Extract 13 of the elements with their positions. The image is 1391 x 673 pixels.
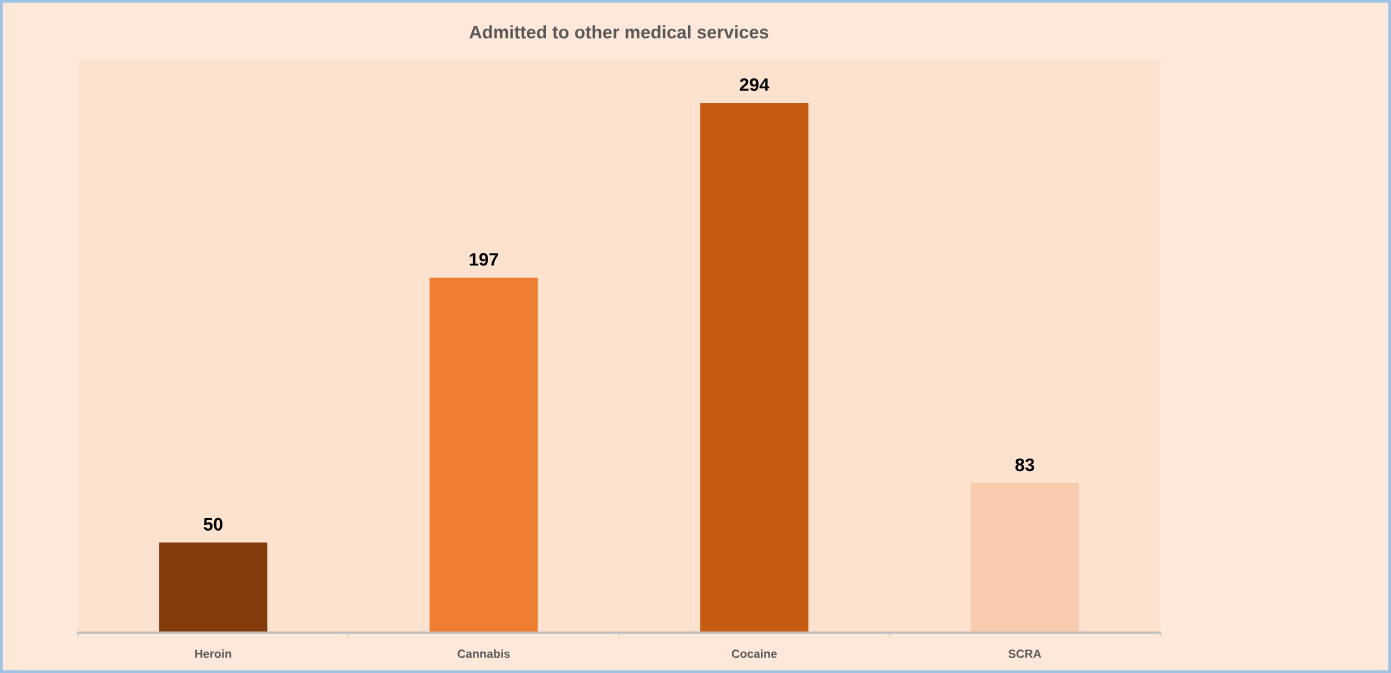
x-tick-label: Heroin [195,649,232,658]
data-label: 294 [739,78,770,92]
bar [700,102,809,633]
data-label: 197 [469,253,498,266]
x-tick-label: Cocaine [731,649,777,658]
x-tick-label: SCRA [1008,649,1042,658]
x-tick-label: Cannabis [457,649,510,658]
bar [159,542,268,633]
data-label: 83 [1015,458,1035,472]
bar [429,277,538,633]
data-label: 50 [203,517,223,531]
chart-title: Admitted to other medical services [469,25,769,39]
bar [970,483,1079,633]
